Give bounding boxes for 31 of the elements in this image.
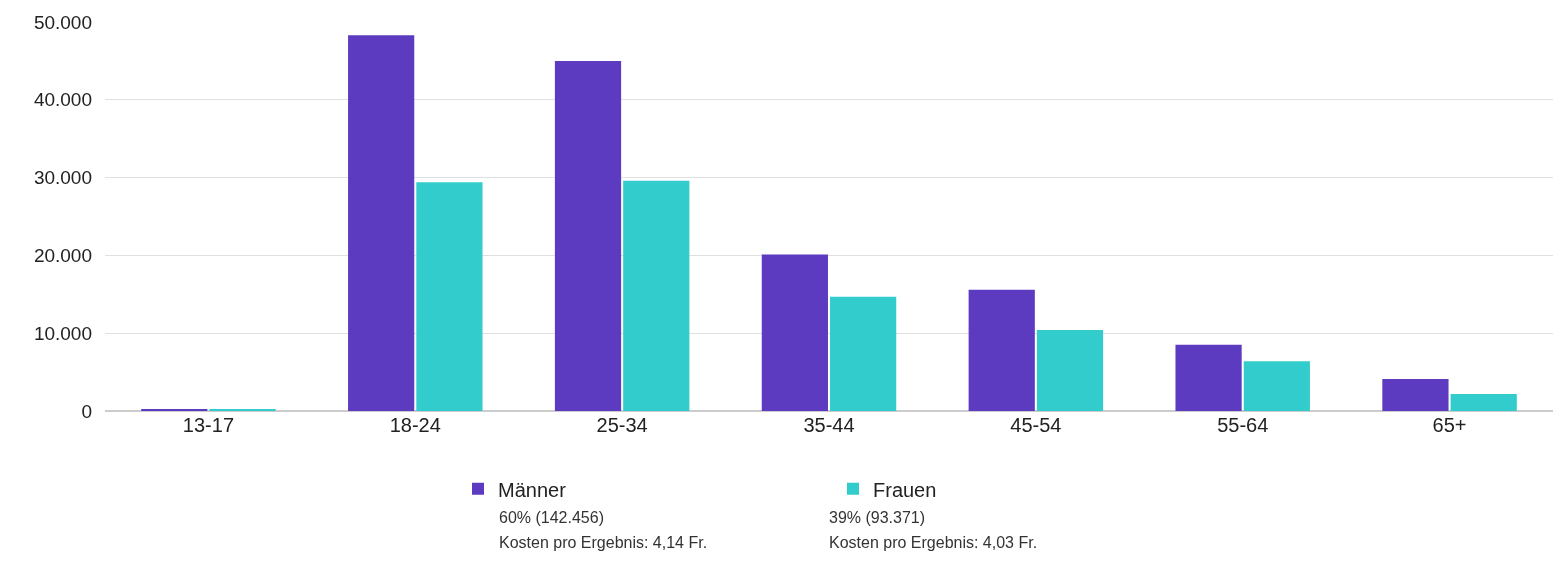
bar	[416, 182, 483, 411]
legend-label: Frauen	[873, 478, 937, 501]
x-tick-label: 65+	[1432, 414, 1467, 436]
y-tick-label: 20.000	[33, 245, 92, 267]
bar	[1175, 344, 1242, 411]
bar	[1036, 330, 1104, 411]
bar	[968, 289, 1035, 411]
bar	[830, 296, 897, 411]
x-tick-label: 25-34	[596, 414, 648, 436]
bar	[761, 254, 828, 411]
bar	[554, 60, 622, 411]
y-tick-label: 40.000	[33, 89, 92, 111]
y-tick-label: 50.000	[33, 11, 92, 33]
text: 39% (93.371)	[829, 509, 926, 526]
y-tick-label: 0	[81, 400, 92, 422]
bar	[1382, 379, 1449, 411]
bar	[1243, 361, 1310, 411]
x-tick-label: 35-44	[803, 414, 855, 436]
legend-label: Männer	[498, 478, 567, 501]
x-tick-label: 55-64	[1217, 414, 1269, 436]
text: Kosten pro Ergebnis: 4,03 Fr.	[829, 534, 1038, 551]
text: 60% (142.456)	[499, 509, 604, 526]
text: Kosten pro Ergebnis: 4,14 Fr.	[499, 534, 708, 551]
bar	[1450, 393, 1517, 411]
y-tick-label: 30.000	[33, 167, 92, 189]
bar	[348, 35, 415, 411]
x-tick-label: 13-17	[182, 414, 235, 436]
x-tick-label: 45-54	[1010, 414, 1062, 436]
y-tick-label: 10.000	[33, 322, 92, 344]
bar	[623, 180, 690, 411]
x-tick-label: 18-24	[389, 414, 441, 436]
